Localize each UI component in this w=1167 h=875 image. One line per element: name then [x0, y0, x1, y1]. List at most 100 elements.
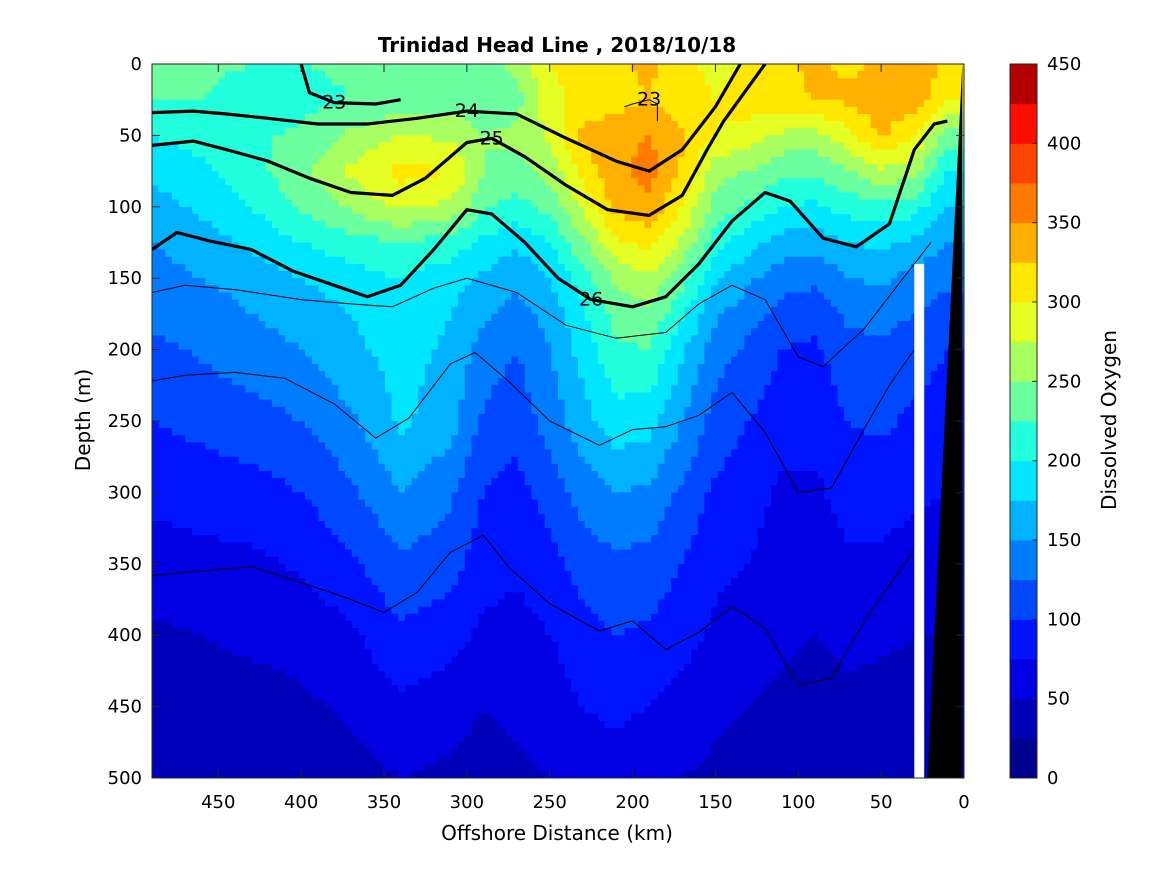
oxygen-cell: [418, 99, 426, 108]
oxygen-cell: [897, 292, 905, 301]
oxygen-cell: [484, 335, 493, 344]
oxygen-cell: [511, 342, 519, 351]
oxygen-cell: [751, 313, 759, 322]
oxygen-cell: [824, 92, 832, 101]
oxygen-cell: [504, 171, 513, 179]
oxygen-cell: [298, 235, 306, 244]
oxygen-cell: [697, 292, 706, 301]
oxygen-cell: [384, 92, 393, 101]
oxygen-cell: [538, 171, 546, 179]
oxygen-cell: [291, 242, 300, 251]
oxygen-cell: [418, 178, 426, 186]
oxygen-cell: [498, 335, 506, 344]
oxygen-cell: [251, 306, 260, 315]
oxygen-cell: [231, 213, 240, 222]
oxygen-cell: [178, 299, 186, 308]
oxygen-cell: [218, 349, 226, 358]
oxygen-cell: [777, 163, 785, 172]
oxygen-cell: [524, 271, 532, 279]
oxygen-cell: [850, 106, 859, 115]
oxygen-cell: [491, 171, 499, 179]
oxygen-cell: [325, 199, 333, 208]
oxygen-cell: [930, 85, 938, 94]
oxygen-cell: [571, 78, 579, 87]
oxygen-cell: [644, 178, 652, 186]
oxygen-cell: [591, 335, 599, 344]
oxygen-cell: [884, 142, 892, 151]
oxygen-cell: [245, 92, 253, 101]
oxygen-cell: [864, 306, 872, 315]
oxygen-cell: [691, 78, 699, 87]
oxygen-cell: [524, 106, 532, 115]
oxygen-cell: [731, 249, 739, 258]
oxygen-cell: [671, 92, 679, 101]
oxygen-cell: [770, 113, 779, 122]
oxygen-cell: [285, 221, 293, 229]
oxygen-cell: [218, 99, 226, 108]
oxygen-cell: [631, 328, 639, 336]
oxygen-cell: [864, 271, 872, 279]
oxygen-cell: [438, 249, 446, 258]
oxygen-cell: [591, 99, 599, 108]
oxygen-cell: [378, 171, 386, 179]
oxygen-cell: [411, 99, 419, 108]
oxygen-cell: [857, 313, 865, 322]
oxygen-cell: [318, 163, 326, 172]
oxygen-cell: [278, 206, 286, 215]
oxygen-cell: [231, 292, 240, 301]
oxygen-cell: [451, 64, 459, 72]
oxygen-cell: [205, 128, 213, 136]
oxygen-cell: [924, 235, 932, 244]
oxygen-cell: [404, 178, 413, 186]
oxygen-cell: [864, 171, 872, 179]
oxygen-cell: [897, 71, 905, 79]
oxygen-cell: [864, 335, 872, 344]
oxygen-cell: [558, 313, 566, 322]
oxygen-cell: [910, 92, 919, 101]
oxygen-cell: [757, 213, 765, 222]
oxygen-cell: [657, 249, 666, 258]
oxygen-cell: [937, 106, 945, 115]
oxygen-cell: [751, 213, 759, 222]
oxygen-cell: [797, 235, 805, 244]
oxygen-cell: [371, 256, 379, 265]
oxygen-cell: [930, 321, 938, 329]
oxygen-cell: [511, 78, 519, 87]
oxygen-cell: [471, 242, 479, 251]
oxygen-cell: [504, 342, 513, 351]
oxygen-cell: [231, 306, 240, 315]
oxygen-cell: [358, 163, 366, 172]
oxygen-cell: [904, 285, 912, 294]
oxygen-cell: [178, 113, 186, 122]
oxygen-cell: [591, 71, 599, 79]
oxygen-cell: [271, 313, 280, 322]
oxygen-cell: [211, 64, 220, 72]
oxygen-cell: [884, 192, 892, 201]
oxygen-cell: [498, 78, 506, 87]
oxygen-cell: [451, 185, 459, 194]
oxygen-cell: [784, 185, 792, 194]
oxygen-cell: [391, 271, 399, 279]
oxygen-cell: [191, 85, 200, 94]
oxygen-cell: [884, 135, 892, 144]
oxygen-cell: [178, 249, 186, 258]
oxygen-cell: [657, 235, 666, 244]
oxygen-cell: [784, 135, 792, 144]
oxygen-cell: [238, 313, 246, 322]
oxygen-cell: [285, 78, 293, 87]
oxygen-cell: [278, 92, 286, 101]
oxygen-cell: [558, 292, 566, 301]
oxygen-cell: [484, 299, 493, 308]
oxygen-cell: [325, 71, 333, 79]
oxygen-cell: [864, 178, 872, 186]
oxygen-cell: [491, 199, 499, 208]
oxygen-cell: [697, 135, 706, 144]
oxygen-cell: [884, 213, 892, 222]
oxygen-cell: [258, 206, 266, 215]
oxygen-cell: [657, 85, 666, 94]
oxygen-cell: [238, 306, 246, 315]
oxygen-cell: [870, 249, 879, 258]
oxygen-cell: [691, 106, 699, 115]
oxygen-cell: [331, 306, 339, 315]
oxygen-cell: [165, 335, 173, 344]
